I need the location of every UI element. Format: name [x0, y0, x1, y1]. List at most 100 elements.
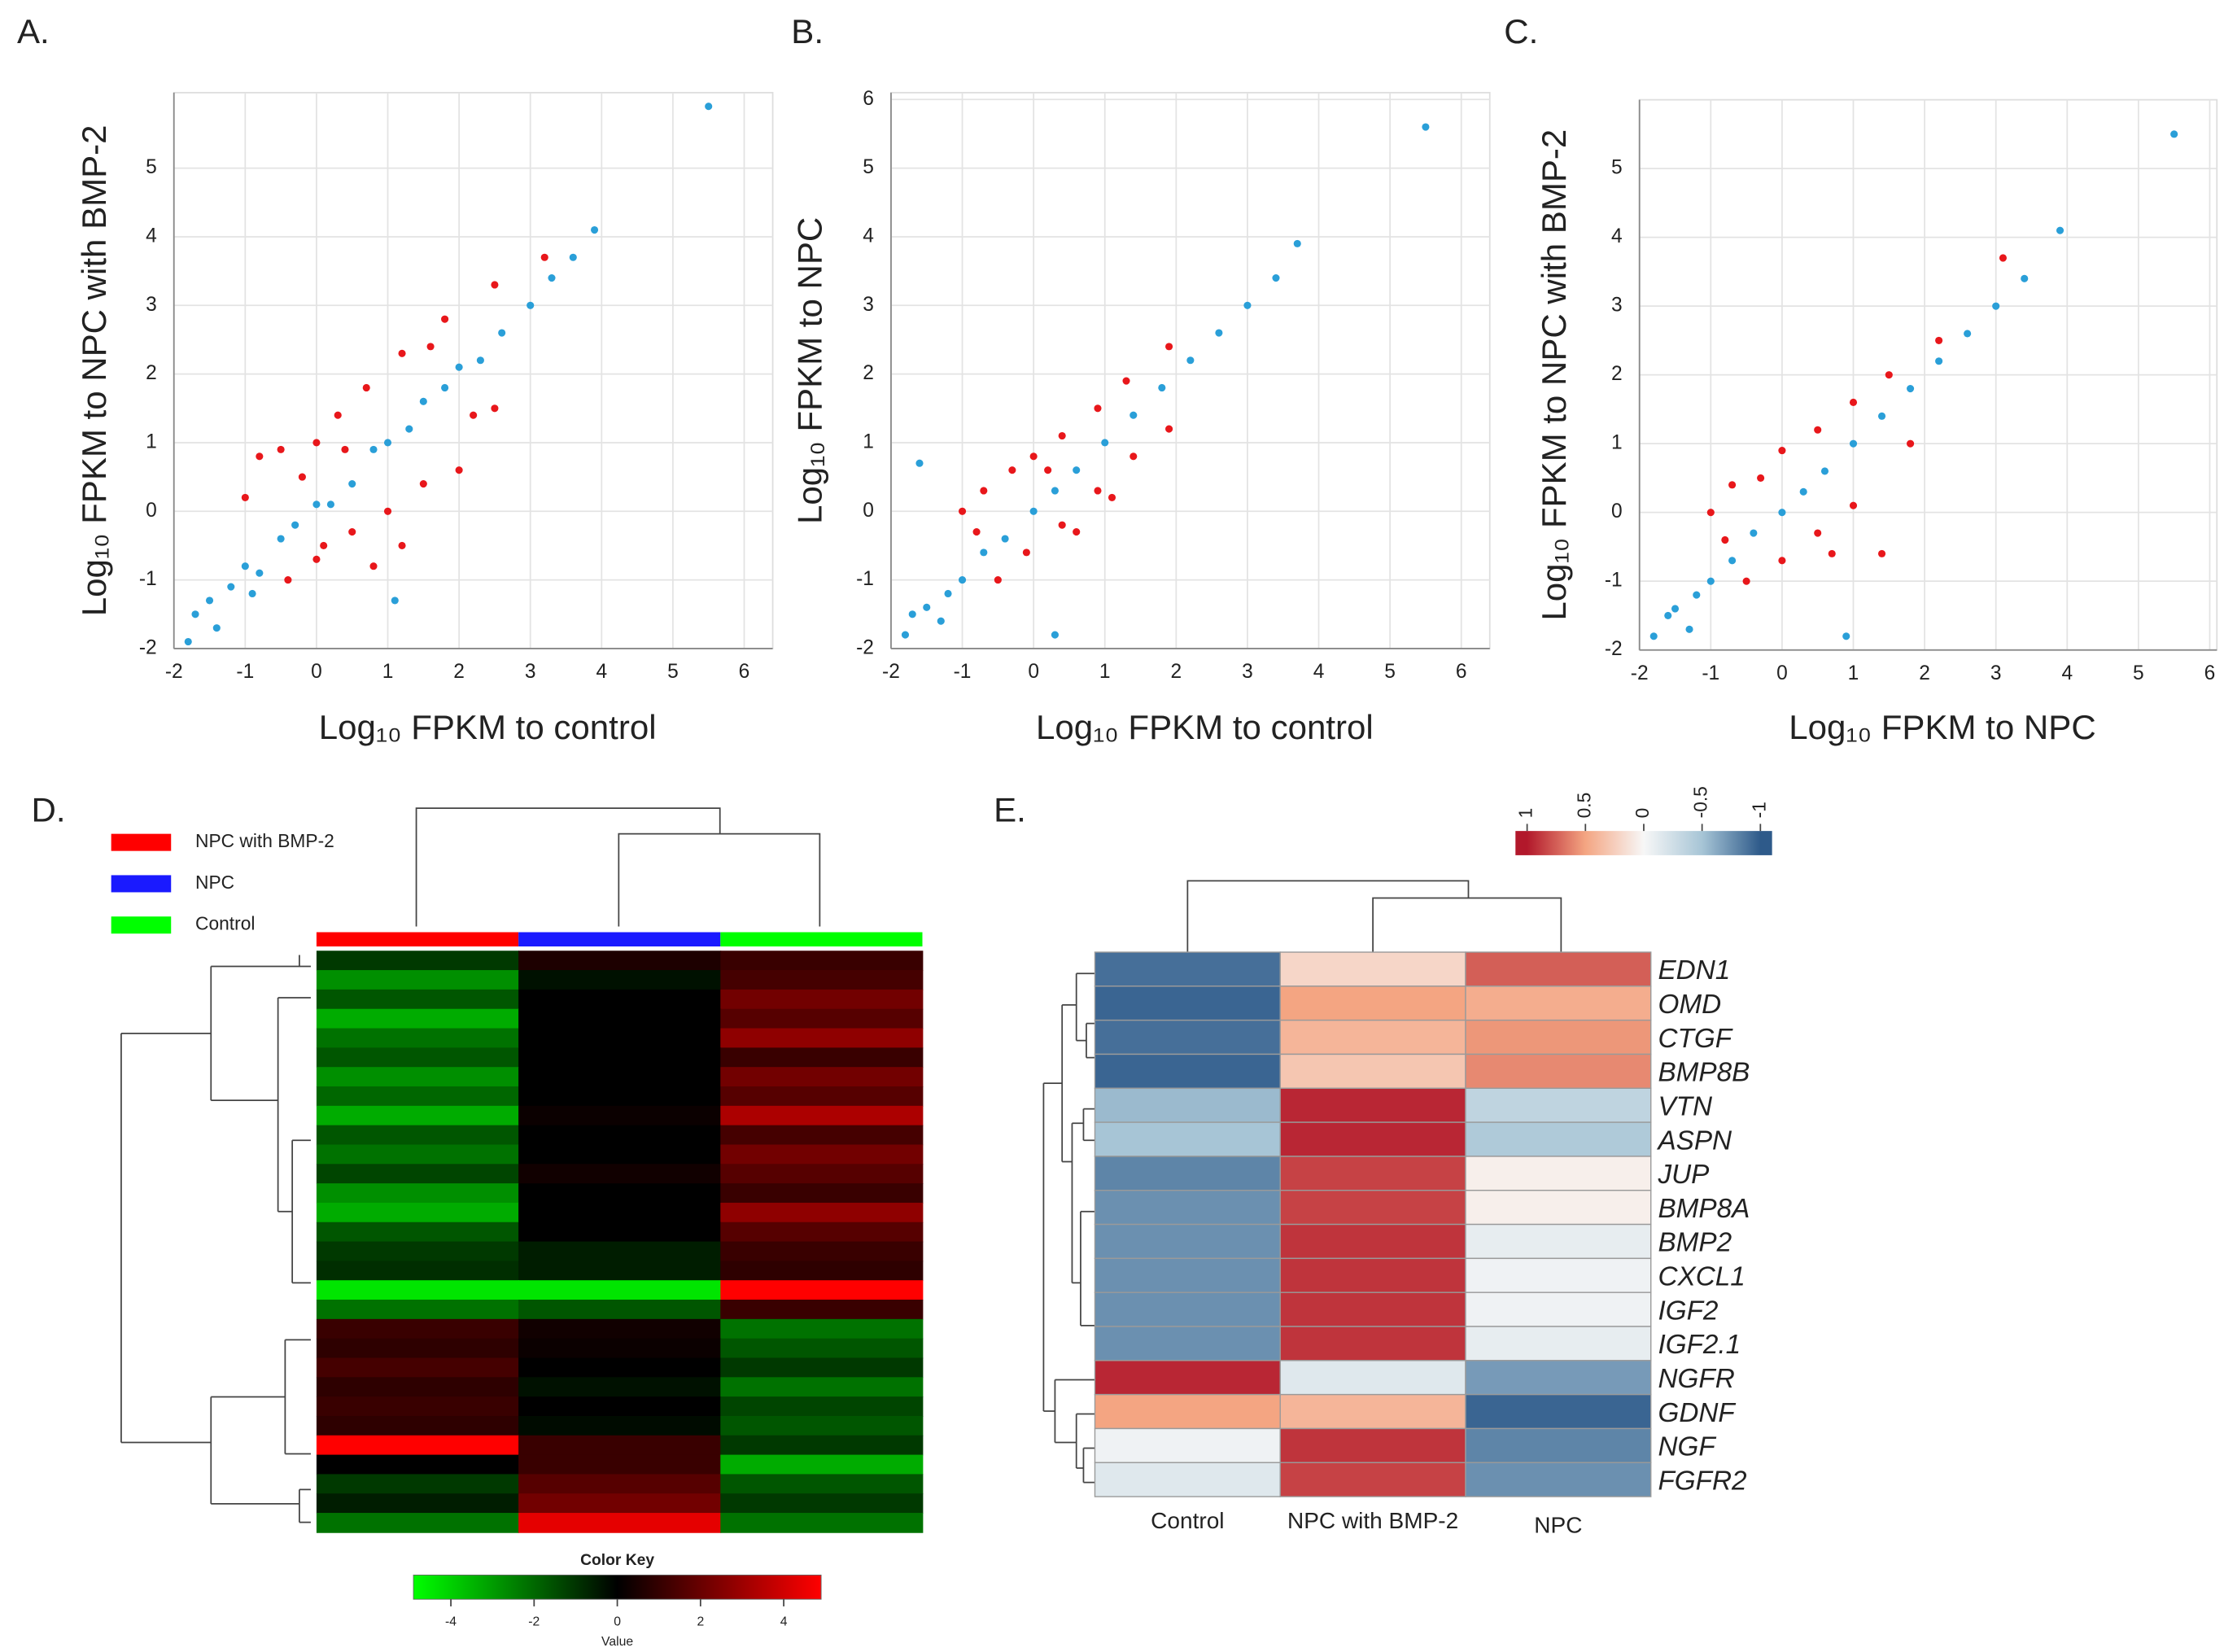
heatmap-cell	[1094, 1360, 1281, 1396]
point	[391, 597, 399, 605]
heatmap-cell	[720, 1202, 924, 1223]
point	[491, 404, 499, 413]
point	[1094, 487, 1102, 495]
y-tick-label: 5	[1611, 157, 1623, 179]
heatmap-cell	[1279, 1121, 1466, 1157]
point	[334, 411, 342, 419]
point	[405, 425, 413, 433]
point	[1422, 123, 1430, 131]
heatmap-cell	[1279, 1360, 1466, 1396]
point	[1778, 557, 1786, 565]
point	[369, 445, 378, 453]
heatmap-cell	[720, 1454, 924, 1475]
panel-label: B.	[791, 12, 824, 50]
heatmap-cell	[720, 951, 924, 971]
point	[1649, 632, 1658, 640]
x-tick-label: -2	[165, 661, 183, 683]
heatmap-cell	[518, 1125, 722, 1146]
point	[1158, 383, 1166, 392]
color-key-tick-label: 4	[780, 1615, 788, 1628]
heatmap-cell	[518, 951, 722, 971]
x-tick-label: 3	[1990, 662, 2002, 684]
row-label: NGF	[1658, 1432, 1716, 1462]
heatmap-cell	[316, 1318, 519, 1340]
point	[1664, 611, 1672, 619]
y-tick-label: 1	[1611, 432, 1623, 454]
heatmap-cell	[1094, 1462, 1281, 1497]
legend-swatch	[111, 875, 172, 893]
heatmap-cell	[720, 1338, 924, 1359]
heatmap-cell	[720, 1300, 924, 1320]
point	[398, 541, 406, 549]
point	[901, 631, 910, 639]
point	[1877, 549, 1886, 557]
y-tick-label: 0	[1611, 500, 1623, 522]
point	[1849, 501, 1858, 509]
point	[1129, 452, 1138, 461]
column-label: NPC with BMP-2	[1287, 1508, 1458, 1533]
point	[705, 103, 713, 111]
y-tick-label: 3	[146, 294, 157, 316]
legend-label: NPC with BMP-2	[195, 830, 334, 851]
heatmap-cell	[1094, 1190, 1281, 1226]
heatmap-cell	[1465, 1019, 1652, 1055]
heatmap-cell	[316, 1415, 519, 1436]
heatmap-cell	[316, 1105, 519, 1126]
heatmap-cell	[316, 1377, 519, 1398]
legend-swatch	[111, 833, 172, 851]
point	[1685, 625, 1693, 633]
color-key-tick-label: -1	[1748, 802, 1769, 818]
heatmap-cell	[518, 989, 722, 1010]
heatmap-cell	[316, 1047, 519, 1069]
point	[476, 356, 484, 365]
point	[958, 507, 967, 515]
heatmap-cell	[518, 1454, 722, 1475]
y-tick-label: 2	[1611, 363, 1623, 385]
point	[455, 466, 463, 474]
x-tick-label: -1	[236, 661, 254, 683]
point	[1022, 548, 1030, 557]
heatmap-cell	[1094, 1019, 1281, 1055]
color-key-tick-label: 0.5	[1573, 793, 1594, 819]
heatmap-cell	[1465, 1087, 1652, 1123]
point	[944, 589, 952, 598]
point	[341, 445, 349, 453]
point	[1728, 557, 1737, 565]
heatmap-cell	[518, 1047, 722, 1069]
heatmap-cell	[1465, 1326, 1652, 1361]
heatmap-cell	[316, 1067, 519, 1087]
point	[426, 343, 435, 351]
point	[1728, 481, 1737, 489]
y-tick-label: 5	[146, 156, 157, 178]
column-color-bar	[720, 932, 923, 947]
point	[1044, 466, 1052, 474]
heatmap-cell	[316, 1028, 519, 1049]
y-tick-label: -1	[1605, 570, 1623, 592]
y-tick-label: -1	[856, 568, 874, 590]
point	[1907, 384, 1915, 393]
heatmap-cell	[1465, 1257, 1652, 1293]
heatmap-cell	[316, 1144, 519, 1165]
point	[256, 569, 264, 577]
point	[2170, 130, 2178, 138]
point	[1029, 507, 1038, 515]
point	[398, 349, 406, 357]
point	[1885, 371, 1893, 379]
heatmap-cell	[316, 1513, 519, 1533]
x-tick-label: -2	[882, 661, 900, 683]
heatmap-cell	[1279, 1462, 1466, 1497]
heatmap-cell	[1465, 1053, 1652, 1089]
point	[2021, 274, 2029, 282]
point	[1721, 535, 1729, 544]
heatmap-cell	[518, 1105, 722, 1126]
x-tick-label: 2	[1919, 662, 1930, 684]
heatmap-cell	[1465, 1121, 1652, 1157]
point	[312, 500, 321, 509]
point	[362, 383, 370, 392]
point	[994, 576, 1002, 584]
row-label: CTGF	[1658, 1024, 1732, 1054]
point	[326, 500, 335, 509]
row-dendrogram	[1042, 972, 1095, 1484]
heatmap-cell	[316, 1474, 519, 1495]
heatmap-cell	[720, 1144, 924, 1165]
